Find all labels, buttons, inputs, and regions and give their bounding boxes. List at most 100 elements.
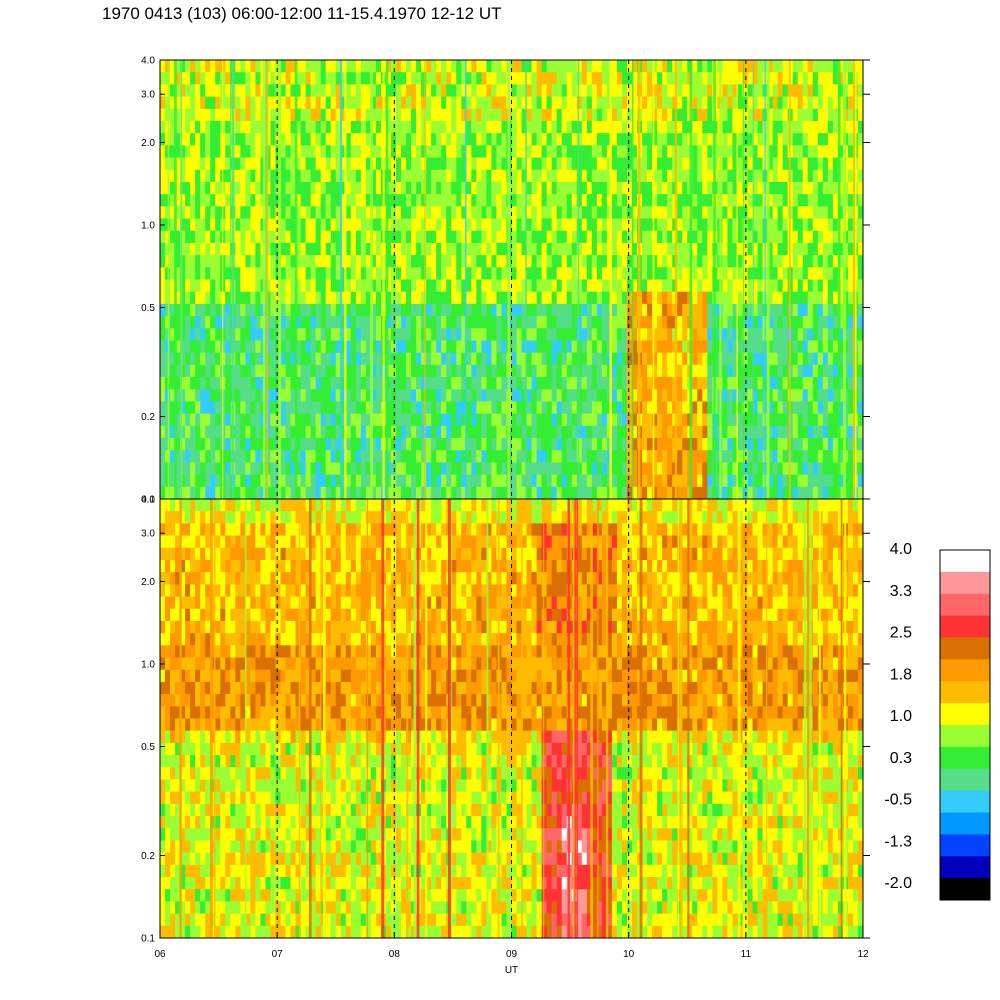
spectrogram-cell — [200, 218, 206, 232]
spectrogram-cell — [340, 169, 347, 183]
spectrogram-cell — [411, 194, 417, 207]
spectrogram-cell — [320, 120, 327, 134]
spectrogram-cell — [812, 291, 819, 305]
spectrogram-cell — [812, 413, 819, 427]
spectrogram-cell — [647, 401, 653, 415]
spectrogram-cell — [521, 157, 528, 171]
spectrogram-cell — [737, 413, 744, 427]
spectrogram-cell — [436, 401, 442, 415]
spectrogram-cell — [210, 255, 216, 268]
spectrogram-cell — [521, 96, 528, 110]
spectrogram-cell — [401, 72, 407, 85]
spectrogram-cell — [446, 279, 452, 293]
spectrogram-cell — [330, 291, 337, 305]
spectrogram-cell — [390, 169, 397, 183]
spectrogram-cell — [370, 255, 377, 268]
spectrogram-cell — [647, 120, 653, 134]
spectrogram-cell — [225, 291, 231, 305]
spectrogram-cell — [390, 72, 397, 85]
spectrogram-cell — [561, 474, 568, 488]
spectrogram-cell — [777, 340, 784, 354]
spectrogram-cell — [375, 450, 382, 464]
spectrogram-cell — [200, 340, 206, 354]
spectrogram-cell — [245, 474, 251, 488]
spectrogram-cell — [295, 242, 302, 256]
spectrogram-cell — [536, 413, 543, 427]
spectrogram-cell — [225, 133, 231, 146]
spectrogram-cell — [426, 377, 432, 390]
spectrogram-cell — [205, 316, 211, 329]
spectrogram-cell — [566, 474, 573, 488]
spectrogram-cell — [481, 242, 487, 256]
spectrogram-cell — [466, 486, 472, 499]
spectrogram-cell — [290, 181, 297, 195]
spectrogram-cell — [451, 377, 457, 390]
spectrogram-cell — [647, 413, 653, 427]
spectrogram-cell — [586, 303, 593, 317]
spectrogram-cell — [170, 364, 176, 378]
spectrogram-cell — [446, 328, 452, 342]
spectrogram-cell — [647, 145, 653, 159]
spectrogram-cell — [476, 169, 482, 183]
spectrogram-cell — [642, 242, 648, 256]
spectrogram-cell — [225, 194, 231, 207]
spectrogram-cell — [722, 377, 729, 390]
spectrogram-cell — [421, 267, 427, 281]
spectrogram-cell — [596, 267, 603, 281]
spectrogram-cell — [556, 352, 563, 366]
spectrogram-cell — [546, 364, 553, 378]
spectrogram-cell — [697, 450, 703, 464]
spectrogram-cell — [370, 84, 377, 98]
spectrogram-cell — [290, 413, 297, 427]
spectrogram-cell — [677, 218, 683, 232]
spectrogram-cell — [200, 108, 206, 122]
spectrogram-cell — [481, 206, 487, 220]
spectrogram-cell — [727, 267, 734, 281]
spectrogram-cell — [541, 242, 548, 256]
spectrogram-cell — [315, 96, 322, 110]
spectrogram-cell — [240, 120, 246, 134]
spectrogram-cell — [451, 169, 457, 183]
spectrogram-cell — [375, 84, 382, 98]
spectrogram-cell — [827, 84, 834, 98]
spectrogram-cell — [521, 267, 528, 281]
spectrogram-cell — [832, 206, 839, 220]
spectrogram-cell — [401, 157, 407, 171]
spectrogram-cell — [476, 133, 482, 146]
spectrogram-cell — [792, 450, 799, 464]
spectrogram-cell — [330, 120, 337, 134]
spectrogram-cell — [727, 450, 734, 464]
spectrogram-cell — [190, 438, 196, 451]
spectrogram-cell — [616, 340, 623, 354]
spectrogram-cell — [521, 425, 528, 439]
spectrogram-cell — [591, 267, 598, 281]
spectrogram-cell — [370, 169, 377, 183]
spectrogram-cell — [707, 194, 713, 207]
spectrogram-cell — [632, 438, 638, 451]
spectrogram-cell — [285, 133, 292, 146]
spectrogram-cell — [295, 462, 302, 476]
spectrogram-cell — [581, 425, 588, 439]
spectrogram-cell — [170, 96, 176, 110]
spectrogram-cell — [300, 462, 307, 476]
spectrogram-cell — [536, 72, 543, 85]
spectrogram-cell — [225, 401, 231, 415]
spectrogram-cell — [210, 120, 216, 134]
spectrogram-cell — [772, 450, 779, 464]
spectrogram-cell — [320, 425, 327, 439]
spectrogram-cell — [235, 145, 241, 159]
spectrogram-cell — [546, 450, 553, 464]
spectrogram-cell — [235, 340, 241, 354]
spectrogram-cell — [416, 267, 422, 281]
spectrogram-cell — [350, 474, 357, 488]
spectrogram-cell — [471, 340, 477, 354]
spectrogram-cell — [205, 169, 211, 183]
spectrogram-cell — [501, 242, 508, 256]
spectrogram-cell — [481, 84, 487, 98]
spectrogram-cell — [742, 194, 749, 207]
spectrogram-cell — [662, 206, 668, 220]
spectrogram-cell — [647, 474, 653, 488]
spectrogram-cell — [752, 438, 759, 451]
spectrogram-cell — [170, 108, 176, 122]
spectrogram-cell — [486, 352, 493, 366]
